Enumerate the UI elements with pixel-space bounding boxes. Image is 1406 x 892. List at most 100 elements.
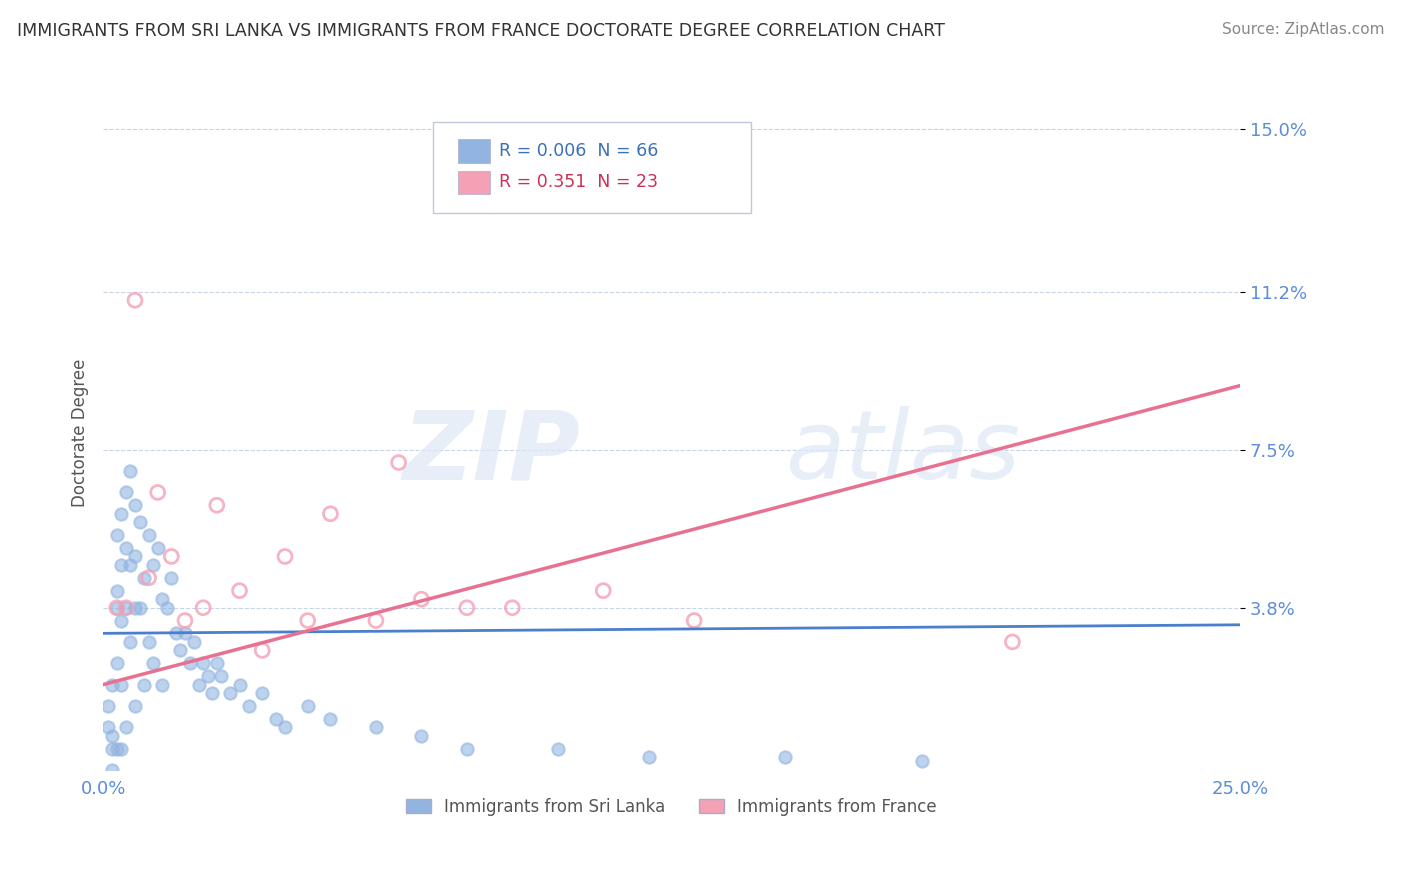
Point <box>115 485 138 500</box>
Point <box>388 456 411 470</box>
Point <box>364 614 387 628</box>
Point <box>191 600 214 615</box>
Text: IMMIGRANTS FROM SRI LANKA VS IMMIGRANTS FROM FRANCE DOCTORATE DEGREE CORRELATION: IMMIGRANTS FROM SRI LANKA VS IMMIGRANTS … <box>17 22 945 40</box>
Point <box>120 558 142 572</box>
Point <box>146 541 169 555</box>
Y-axis label: Doctorate Degree: Doctorate Degree <box>72 359 89 507</box>
Point <box>228 677 250 691</box>
Point <box>773 750 796 764</box>
Point <box>132 571 155 585</box>
Point <box>124 600 146 615</box>
Point <box>124 293 146 308</box>
Point <box>264 712 287 726</box>
Point <box>101 763 124 777</box>
Point <box>179 657 201 671</box>
Point <box>209 669 232 683</box>
Point <box>160 571 183 585</box>
Point <box>97 720 120 734</box>
Point <box>174 626 197 640</box>
Point <box>297 614 319 628</box>
Point <box>252 643 274 657</box>
Point <box>124 698 146 713</box>
Text: atlas: atlas <box>785 407 1021 500</box>
Point <box>110 558 132 572</box>
Point <box>205 657 228 671</box>
Point <box>547 741 569 756</box>
Point <box>160 549 183 564</box>
Point <box>910 755 932 769</box>
Point <box>124 498 146 512</box>
Point <box>319 712 342 726</box>
Point <box>142 657 165 671</box>
Point <box>101 677 124 691</box>
Point <box>411 729 433 743</box>
Point <box>142 558 165 572</box>
Point <box>228 583 250 598</box>
Point <box>124 549 146 564</box>
Point <box>105 741 128 756</box>
Point <box>637 750 659 764</box>
Point <box>115 600 138 615</box>
Legend: Immigrants from Sri Lanka, Immigrants from France: Immigrants from Sri Lanka, Immigrants fr… <box>399 791 943 822</box>
Point <box>105 583 128 598</box>
Point <box>169 643 191 657</box>
Point <box>165 626 187 640</box>
Point <box>115 720 138 734</box>
Text: R = 0.006  N = 66: R = 0.006 N = 66 <box>499 142 658 160</box>
Point <box>197 669 219 683</box>
FancyBboxPatch shape <box>433 122 751 213</box>
Point <box>120 464 142 478</box>
Point <box>191 657 214 671</box>
Point <box>115 541 138 555</box>
Point <box>110 677 132 691</box>
Point <box>411 592 433 607</box>
Point <box>364 720 387 734</box>
Point <box>150 592 173 607</box>
Point <box>128 516 150 530</box>
Point <box>97 698 120 713</box>
Point <box>297 698 319 713</box>
Text: Source: ZipAtlas.com: Source: ZipAtlas.com <box>1222 22 1385 37</box>
Point <box>110 614 132 628</box>
Point <box>138 635 160 649</box>
Point <box>547 186 569 201</box>
Point <box>683 614 706 628</box>
Point <box>174 614 197 628</box>
Point <box>115 600 138 615</box>
Point <box>110 507 132 521</box>
Point <box>105 528 128 542</box>
Point <box>128 600 150 615</box>
Point <box>101 729 124 743</box>
Point <box>319 507 342 521</box>
Point <box>105 657 128 671</box>
Point <box>456 600 478 615</box>
Text: R = 0.351  N = 23: R = 0.351 N = 23 <box>499 173 658 191</box>
Point <box>183 635 205 649</box>
Point <box>156 600 179 615</box>
Point <box>120 635 142 649</box>
Point <box>205 498 228 512</box>
Point <box>138 528 160 542</box>
Point <box>592 583 614 598</box>
Point <box>501 600 523 615</box>
Point <box>110 741 132 756</box>
Point <box>201 686 224 700</box>
Point <box>132 677 155 691</box>
Point <box>274 549 297 564</box>
Bar <box>458 171 489 194</box>
Point <box>238 698 260 713</box>
Bar <box>458 139 489 162</box>
Text: ZIP: ZIP <box>402 407 581 500</box>
Point <box>187 677 209 691</box>
Point <box>1001 635 1024 649</box>
Point <box>105 600 128 615</box>
Point <box>138 571 160 585</box>
Point <box>252 686 274 700</box>
Point <box>456 741 478 756</box>
Point <box>150 677 173 691</box>
Point <box>146 485 169 500</box>
Point <box>274 720 297 734</box>
Point <box>101 741 124 756</box>
Point <box>219 686 242 700</box>
Point <box>105 600 128 615</box>
